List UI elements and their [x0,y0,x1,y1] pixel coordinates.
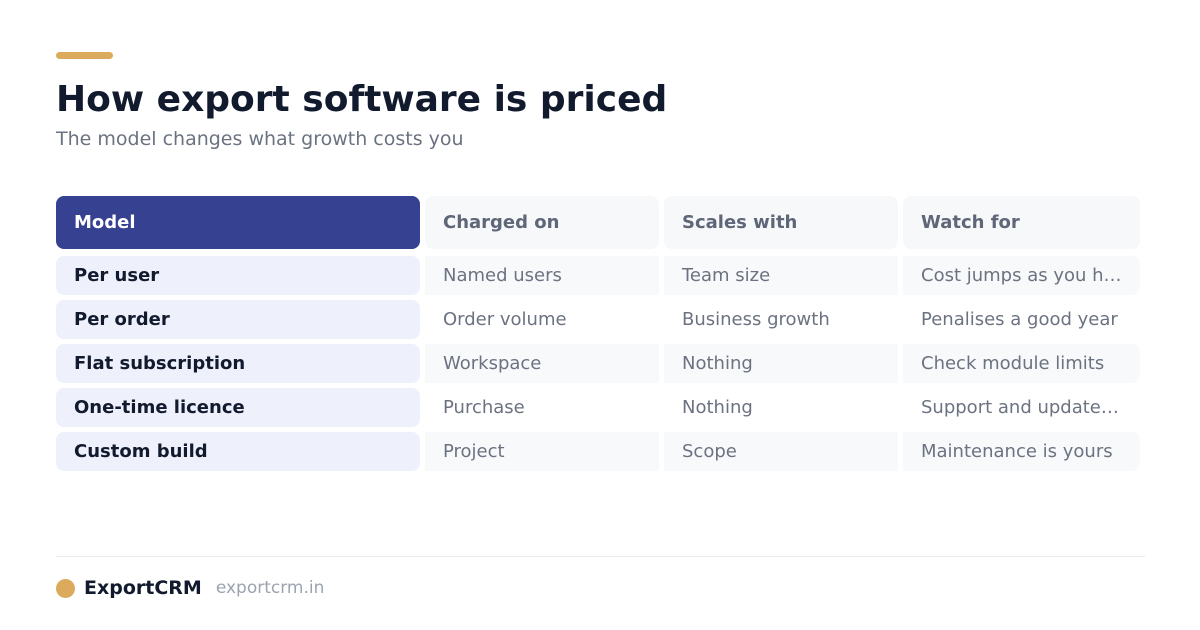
watch-for-text: Maintenance is yours [921,441,1113,462]
charged-on-cell: Named users [425,256,659,295]
brand-name: ExportCRM [84,577,202,599]
scales-with-cell: Team size [664,256,898,295]
charged-on-cell: Project [425,432,659,471]
brand-url[interactable]: exportcrm.in [215,578,325,598]
table-row: Per user Named users Team size Cost jump… [56,256,1140,295]
watch-for-cell: Maintenance is yours [903,432,1140,471]
page-title: How export software is priced [56,79,668,120]
column-header-scales-with: Scales with [664,196,898,249]
watch-for-text: Check module limits [921,353,1105,374]
watch-for-text: Support and updates extra [921,397,1126,418]
watch-for-cell: Check module limits [903,344,1140,383]
model-cell: Custom build [56,432,420,471]
model-cell: One-time licence [56,388,420,427]
model-cell: Per user [56,256,420,295]
table-header-row: Model Charged on Scales with Watch for [56,196,1140,249]
pricing-table: Model Charged on Scales with Watch for P… [56,196,1140,476]
column-header-watch-for: Watch for [903,196,1140,249]
watch-for-text: Cost jumps as you hire [921,265,1126,286]
scales-with-cell: Scope [664,432,898,471]
watch-for-cell: Penalises a good year [903,300,1140,339]
scales-with-cell: Business growth [682,309,830,330]
model-cell: Per order [56,300,420,339]
brand-logo-icon [56,578,75,598]
scales-with-cell: Nothing [664,344,898,383]
charged-on-cell: Order volume [443,309,567,330]
watch-for-cell: Support and updates extra [903,388,1140,427]
charged-on-cell: Purchase [443,397,525,418]
charged-on-cell: Workspace [425,344,659,383]
watch-for-text: Penalises a good year [921,309,1118,330]
model-cell: Flat subscription [56,344,420,383]
table-row: Custom build Project Scope Maintenance i… [56,432,1140,471]
footer-divider [56,556,1145,557]
watch-for-cell: Cost jumps as you hire [903,256,1140,295]
column-header-model: Model [56,196,420,249]
table-row: One-time licence Purchase Nothing Suppor… [56,388,1140,427]
column-header-charged-on: Charged on [425,196,659,249]
scales-with-cell: Nothing [682,397,753,418]
footer: ExportCRM exportcrm.in [56,574,324,602]
table-row: Flat subscription Workspace Nothing Chec… [56,344,1140,383]
page-subtitle: The model changes what growth costs you [56,128,464,150]
accent-bar [56,52,113,59]
table-row: Per order Order volume Business growth P… [56,300,1140,339]
